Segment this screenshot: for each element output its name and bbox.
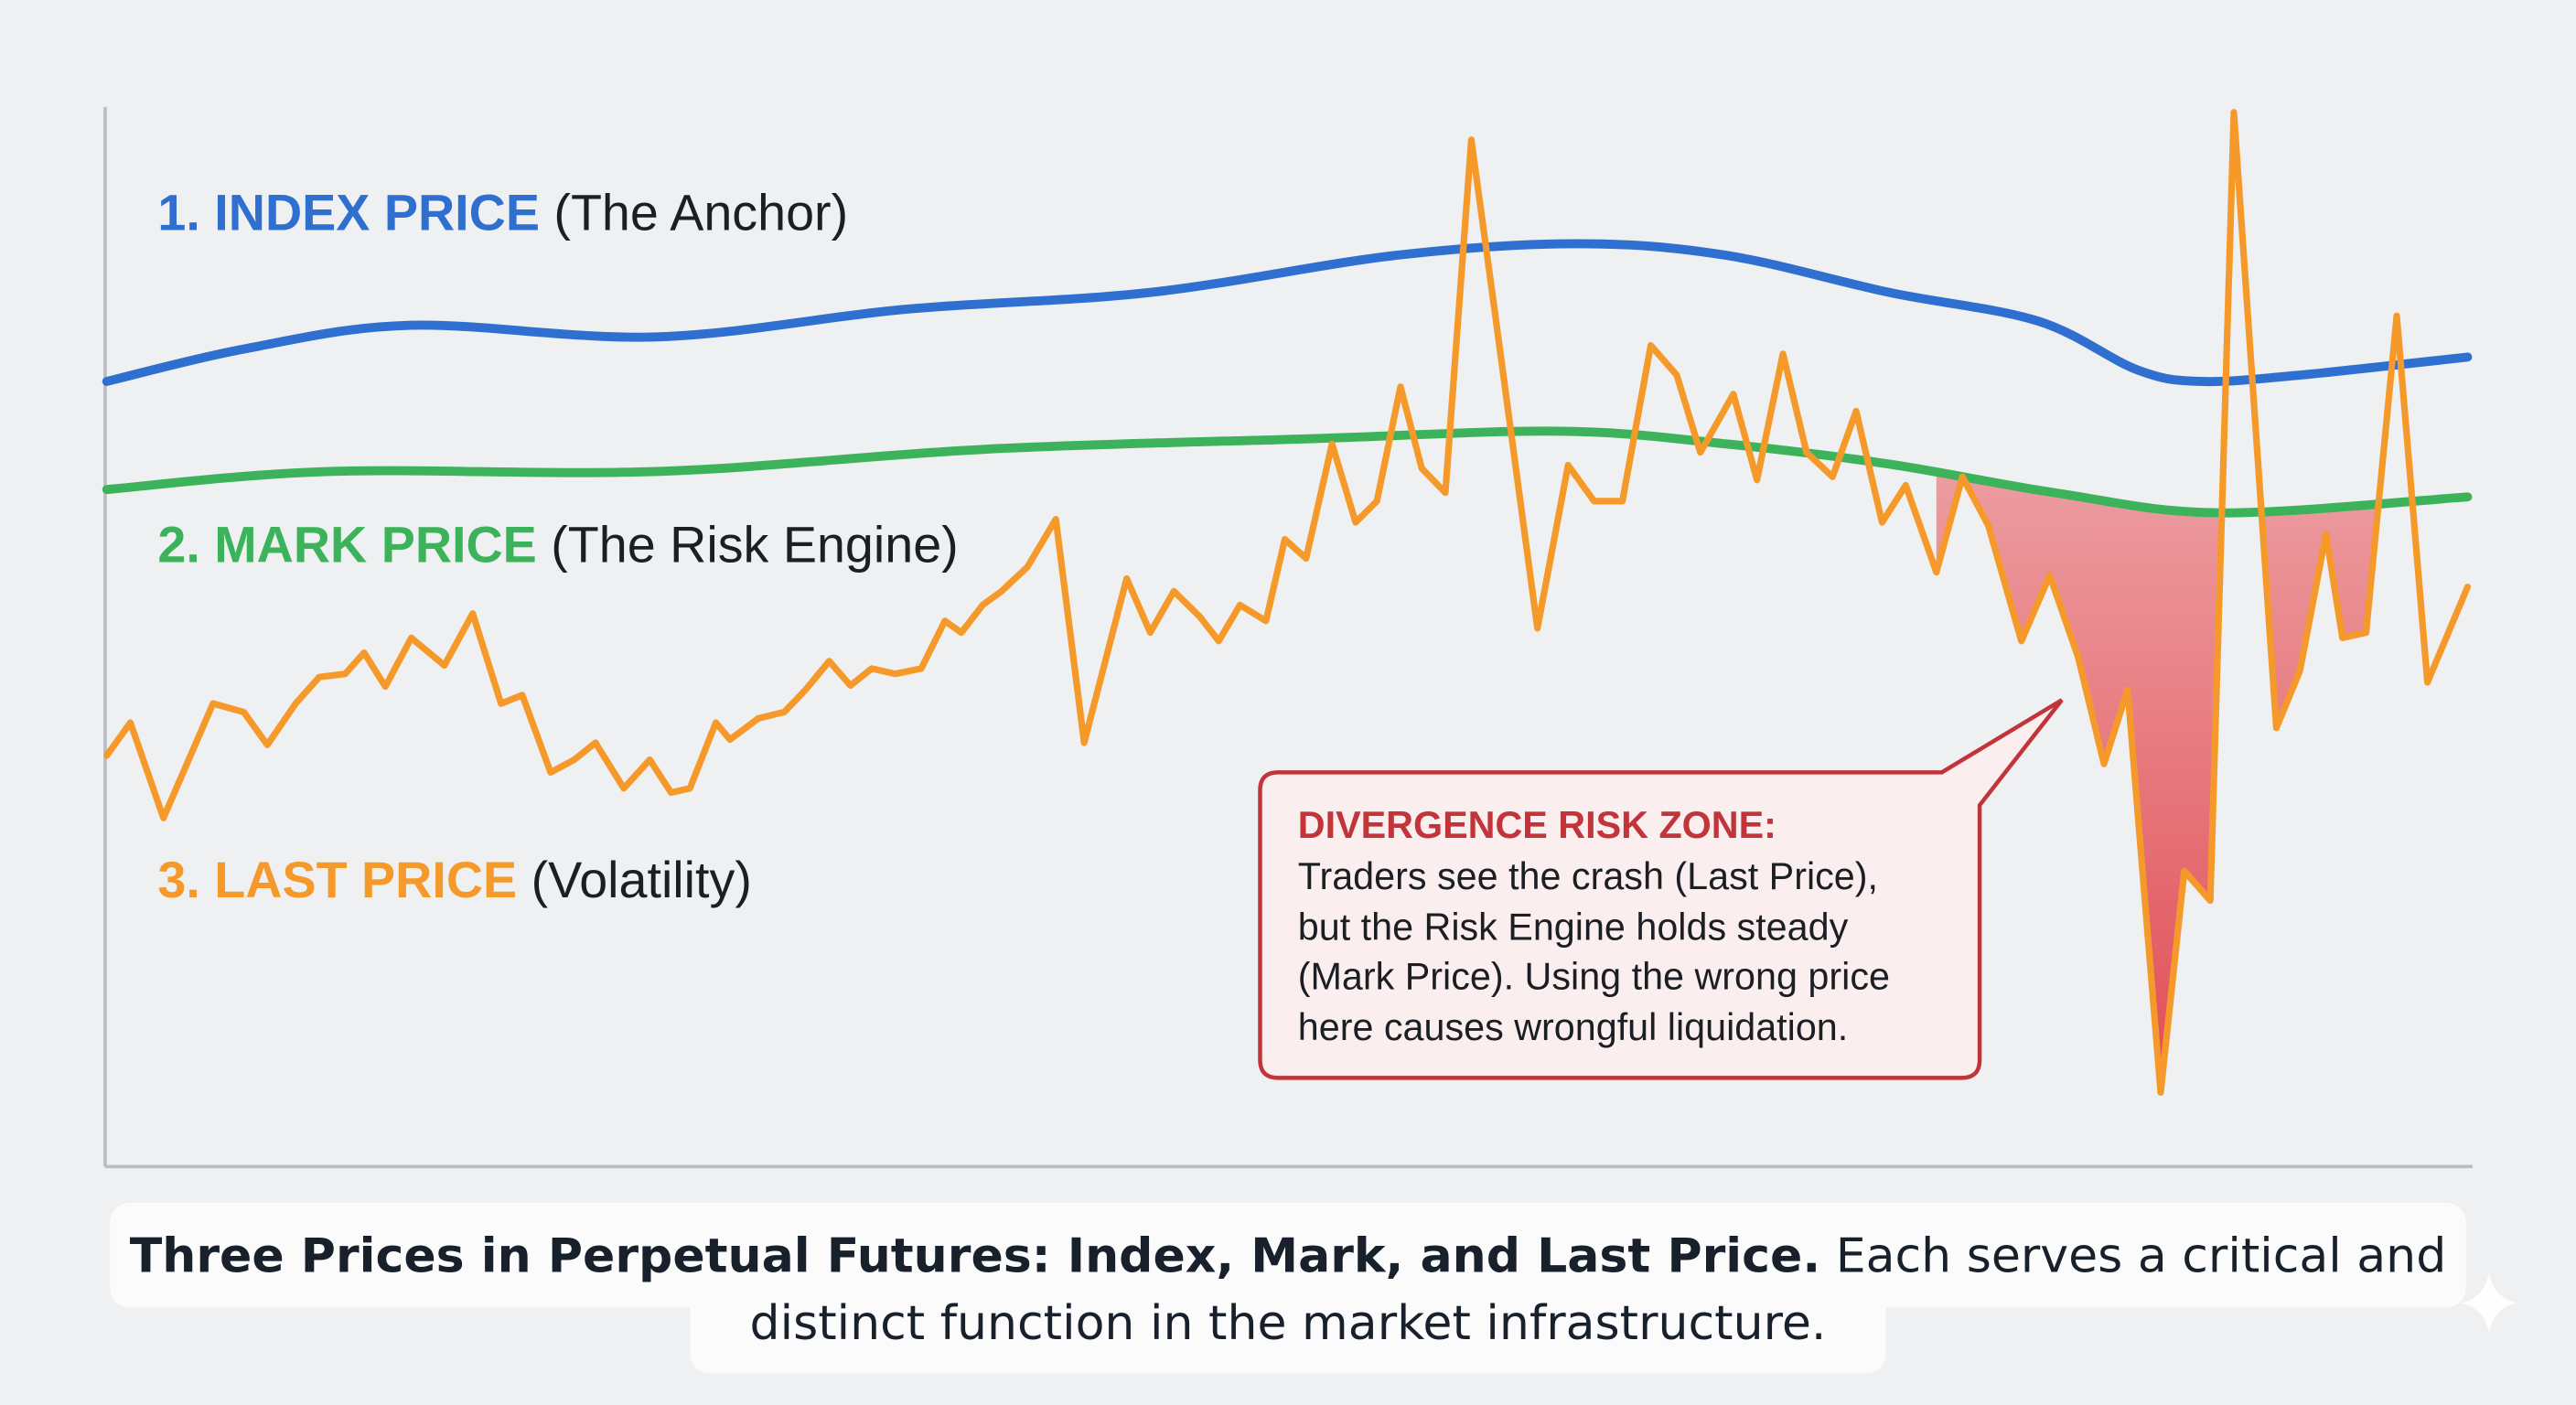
callout-line: here causes wrongful liquidation. [1298, 1006, 1848, 1048]
callout-title: DIVERGENCE RISK ZONE: [1298, 804, 1776, 846]
sparkle-icon [2461, 1273, 2517, 1333]
index-price-label: 1. INDEX PRICE (The Anchor) [157, 185, 848, 241]
caption: Three Prices in Perpetual Futures: Index… [110, 1202, 2466, 1374]
series-name: 2. MARK PRICE [157, 516, 536, 573]
mark-price-line [102, 426, 2473, 518]
caption-rest: Each serves a critical and [1820, 1228, 2446, 1283]
caption-line-1: Three Prices in Perpetual Futures: Index… [130, 1228, 2447, 1283]
callout-line: but the Risk Engine holds steady [1298, 906, 1849, 949]
series-name: 3. LAST PRICE [157, 852, 517, 908]
caption-line-2: distinct function in the market infrastr… [750, 1296, 1827, 1351]
callout-line: (Mark Price). Using the wrong price [1298, 955, 1890, 997]
caption-bold: Three Prices in Perpetual Futures: Index… [130, 1228, 1820, 1283]
mark-price-label: 2. MARK PRICE (The Risk Engine) [157, 516, 958, 573]
series-name: 1. INDEX PRICE [157, 185, 540, 241]
divergence-risk-zone [1936, 431, 2409, 1093]
callout-line: Traders see the crash (Last Price), [1298, 855, 1878, 897]
series-suffix: (Volatility) [531, 852, 752, 908]
last-price-label: 3. LAST PRICE (Volatility) [157, 852, 751, 908]
divergence-callout: DIVERGENCE RISK ZONE: Traders see the cr… [1258, 698, 2064, 1080]
series-suffix: (The Anchor) [553, 185, 848, 241]
series-suffix: (The Risk Engine) [551, 516, 958, 573]
last-price-line [103, 109, 2472, 1096]
index-price-line [102, 239, 2473, 387]
callout-box [1258, 698, 2064, 1080]
